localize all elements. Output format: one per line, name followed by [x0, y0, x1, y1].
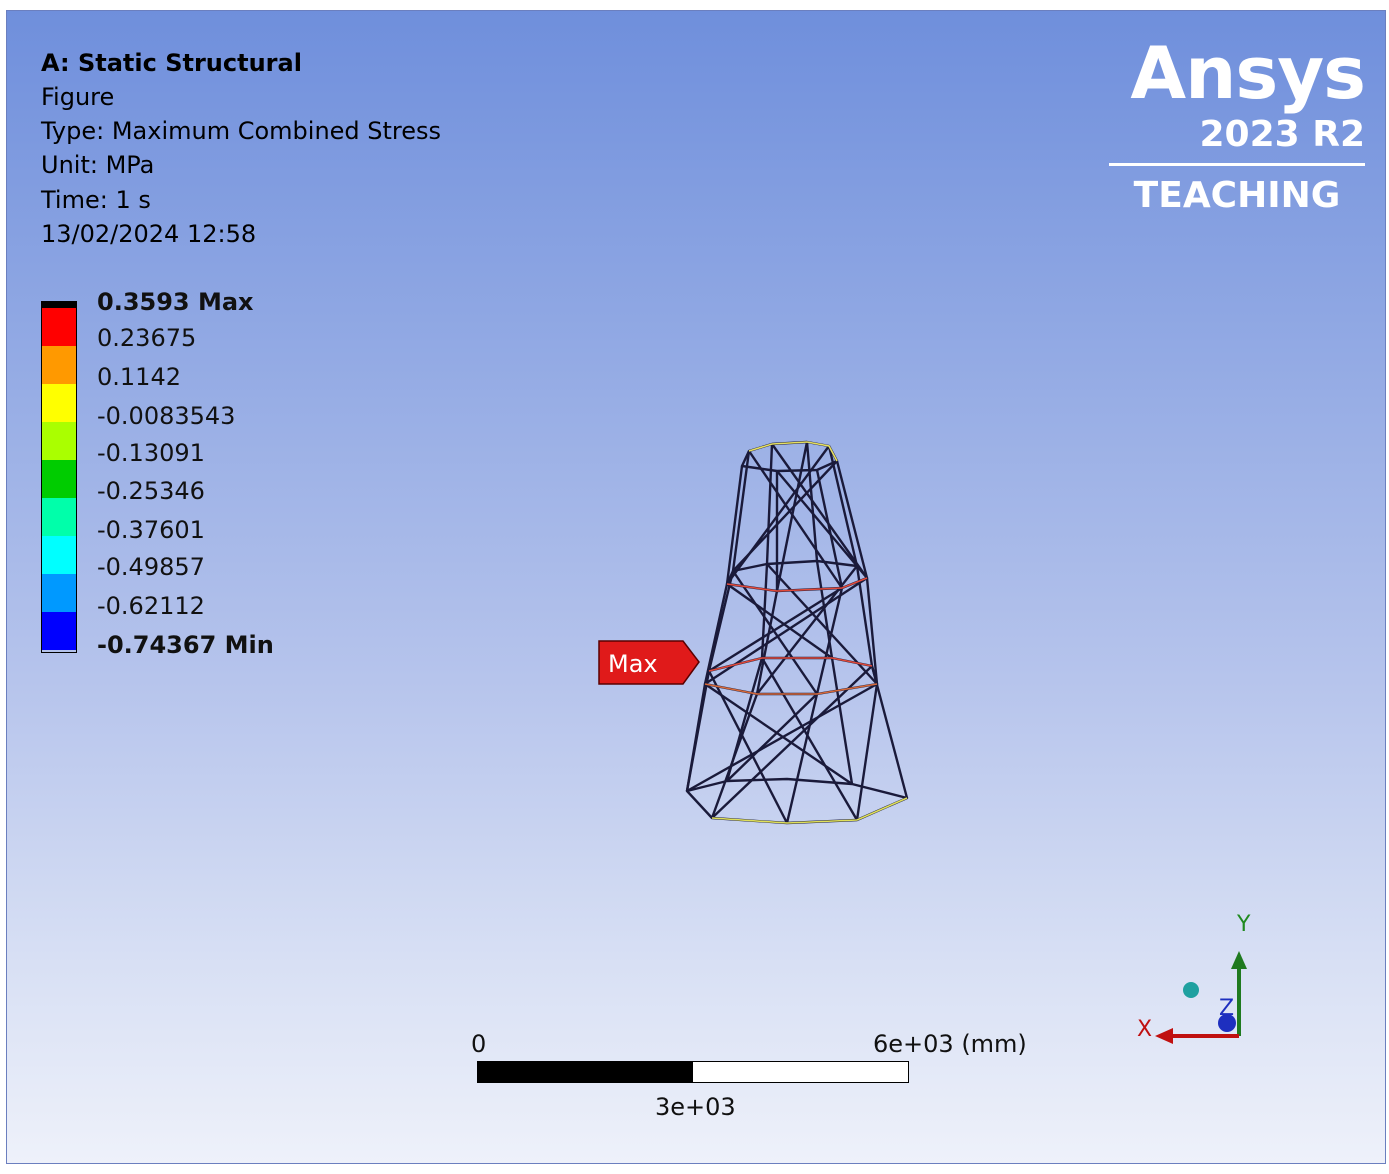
max-probe-flag [598, 640, 700, 685]
color-legend-bar[interactable] [41, 301, 77, 653]
logo-version: 2023 R2 [1199, 114, 1366, 155]
legend-value[interactable]: -0.37601 [97, 516, 205, 544]
scale-start-label: 0 [471, 1030, 487, 1058]
result-object-name: Figure [41, 83, 115, 111]
scale-mid-label: 3e+03 [655, 1093, 736, 1121]
legend-band [42, 612, 76, 650]
legend-value[interactable]: 0.1142 [97, 363, 181, 391]
legend-band [42, 574, 76, 612]
legend-band [42, 498, 76, 536]
result-time: Time: 1 s [41, 186, 151, 214]
legend-band [42, 460, 76, 498]
triad-y-label: Y [1237, 912, 1251, 937]
max-probe-label[interactable]: Max [598, 640, 708, 694]
legend-value[interactable]: -0.0083543 [97, 402, 236, 430]
logo-edition: TEACHING [1133, 175, 1341, 216]
triad-z-label: Z [1219, 996, 1235, 1021]
legend-value[interactable]: -0.49857 [97, 553, 205, 581]
max-probe-text: Max [608, 650, 658, 678]
tower-wireframe-model[interactable] [667, 426, 927, 826]
legend-value[interactable]: -0.62112 [97, 592, 205, 620]
legend-value[interactable]: -0.13091 [97, 439, 205, 467]
scale-end-label: 6e+03 (mm) [873, 1030, 1027, 1058]
triad-x-label: X [1137, 1017, 1153, 1042]
scale-bar-black-half [478, 1062, 693, 1082]
scale-bar [477, 1061, 909, 1083]
legend-value[interactable]: 0.23675 [97, 324, 197, 352]
result-unit: Unit: MPa [41, 151, 155, 179]
legend-band [42, 422, 76, 460]
legend-value[interactable]: -0.25346 [97, 477, 205, 505]
graphics-viewport[interactable]: A: Static Structural Figure Type: Maximu… [6, 10, 1386, 1164]
ansys-logo: Ansys 2023 R2 TEACHING [1109, 31, 1366, 216]
triad-axes [1155, 951, 1247, 1044]
legend-min-label[interactable]: -0.74367 Min [97, 631, 274, 659]
legend-band [42, 302, 76, 308]
analysis-title: A: Static Structural [41, 49, 302, 77]
legend-band [42, 536, 76, 574]
legend-max-label[interactable]: 0.3593 Max [97, 288, 254, 316]
result-type: Type: Maximum Combined Stress [41, 117, 442, 145]
legend-band [42, 384, 76, 422]
logo-brand: Ansys [1130, 31, 1366, 115]
coordinate-triad[interactable]: Y X Z [1127, 911, 1267, 1051]
legend-band [42, 346, 76, 384]
legend-band [42, 308, 76, 346]
result-timestamp: 13/02/2024 12:58 [41, 220, 257, 248]
logo-divider [1109, 163, 1365, 166]
